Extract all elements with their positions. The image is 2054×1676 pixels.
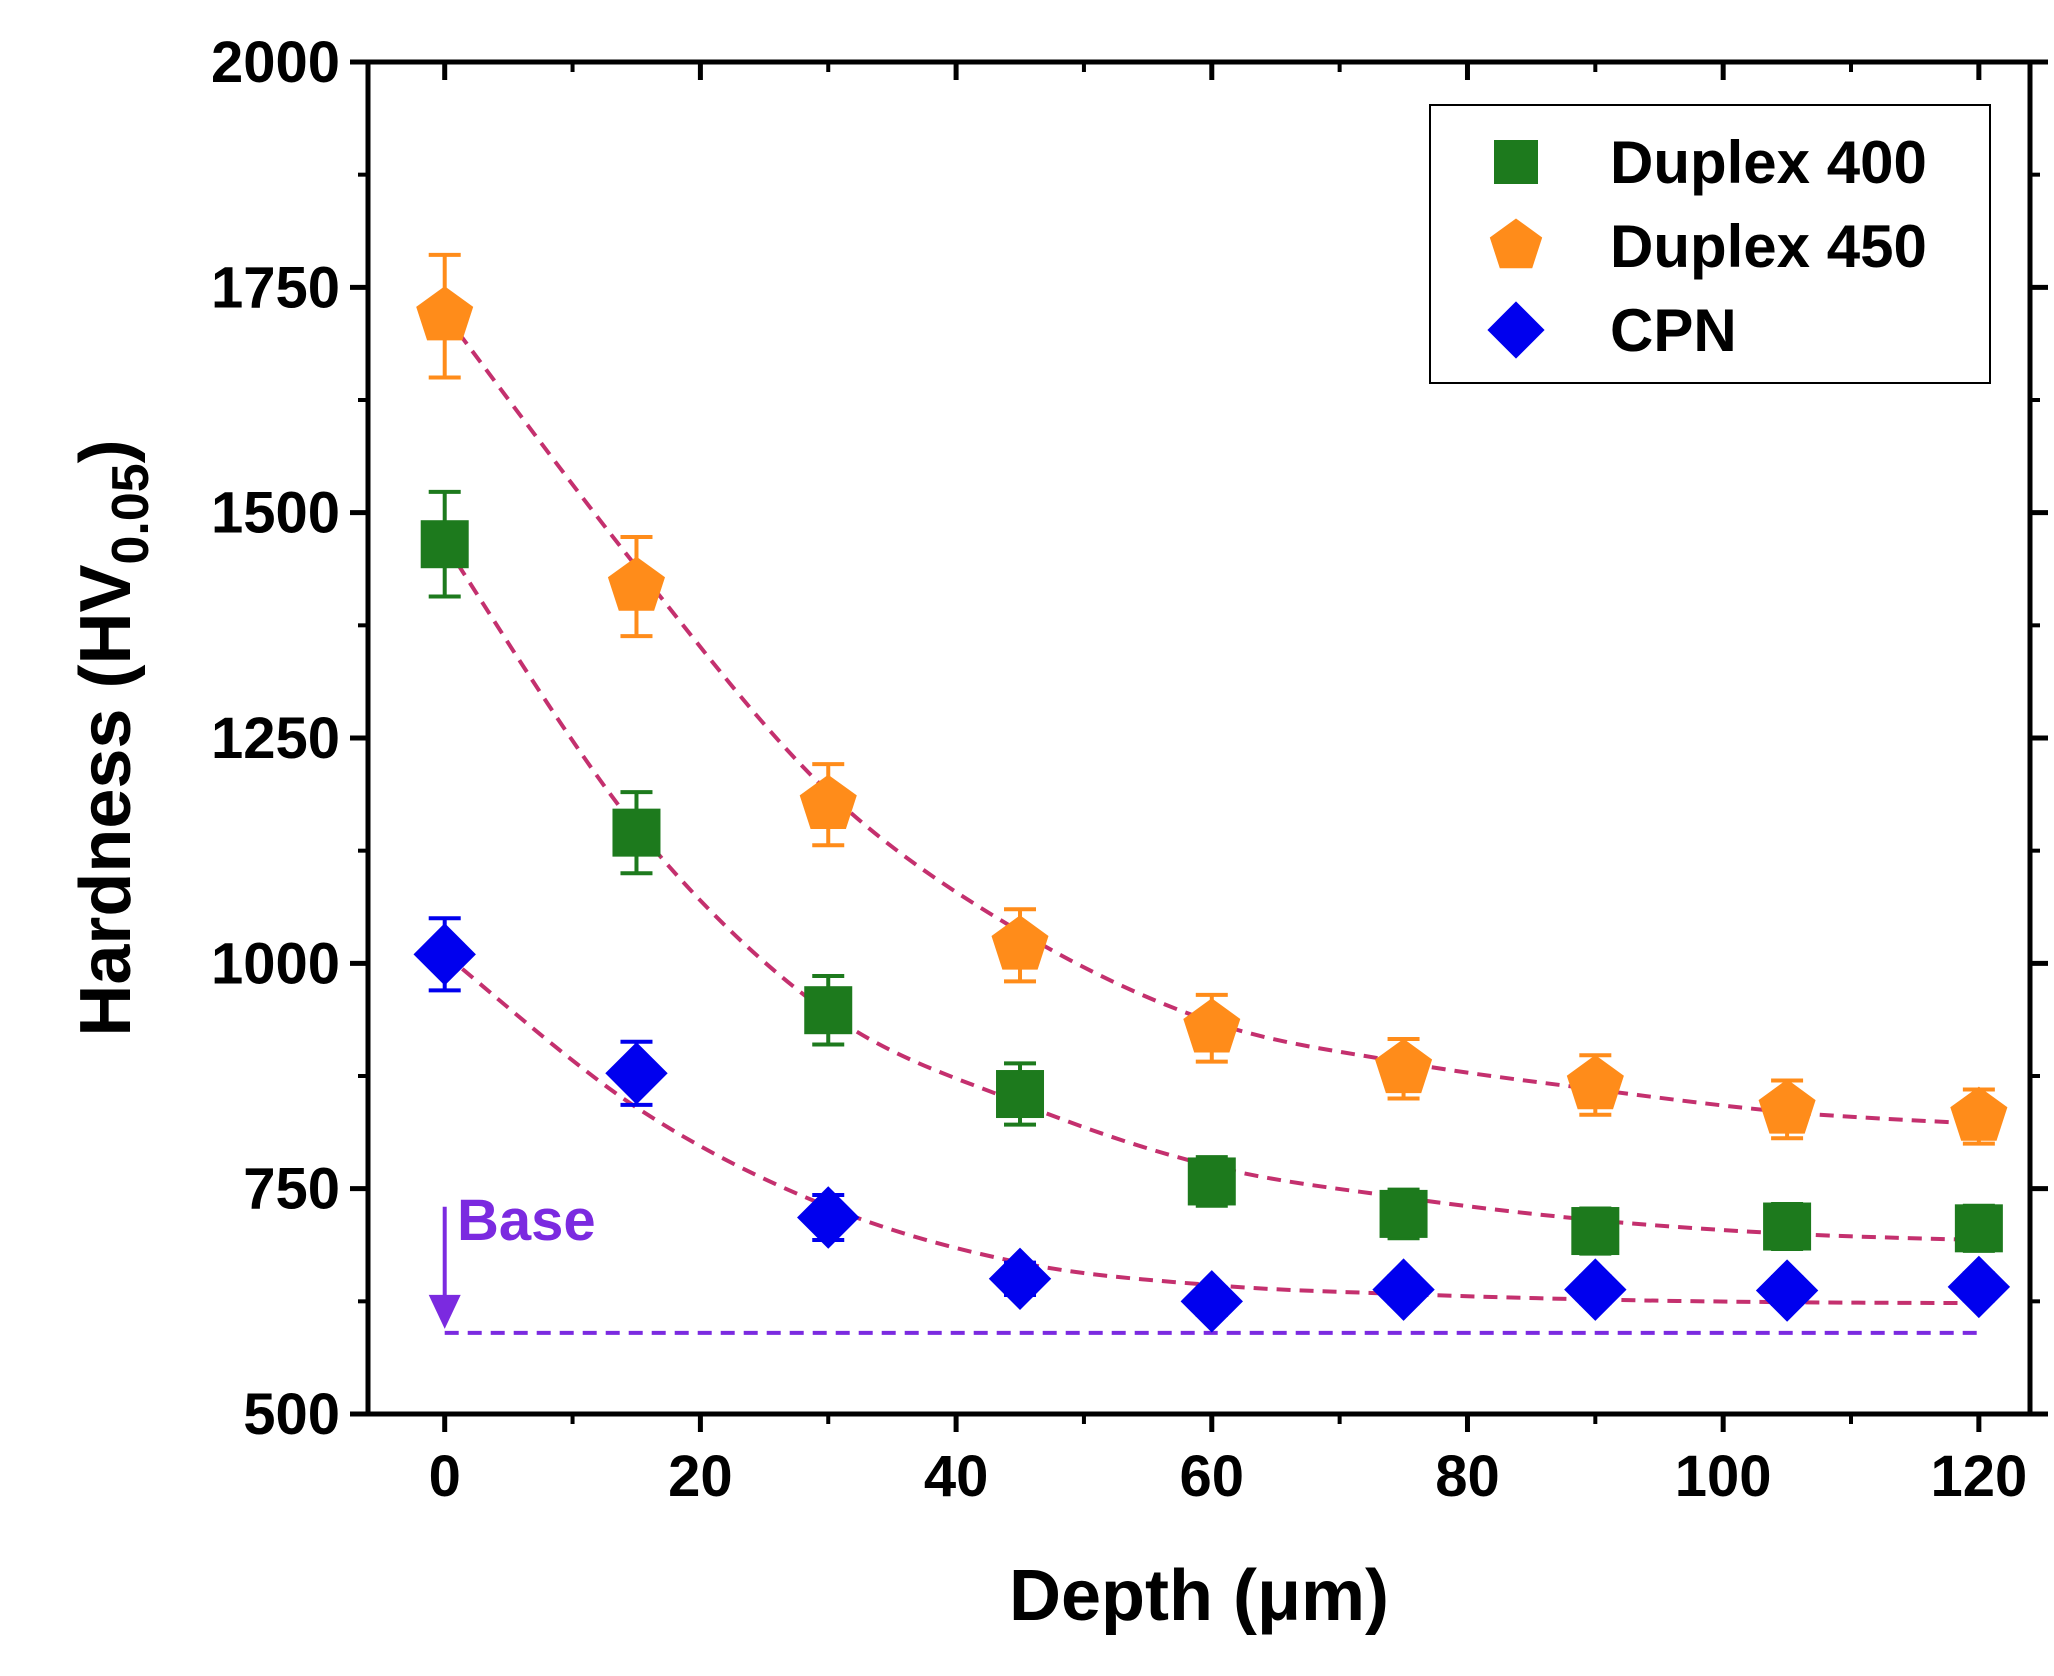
point-1-8	[1950, 1086, 2008, 1141]
legend-label-0: Duplex 400	[1610, 129, 1927, 196]
point-0-0	[420, 520, 469, 569]
legend-marker-0	[1494, 140, 1538, 184]
data-points	[413, 252, 2011, 1333]
base-annotation-label: Base	[457, 1188, 596, 1253]
y-tick-label-6: 2000	[211, 30, 340, 95]
series-1	[416, 252, 2008, 1146]
y-axis-title: Hardness (HV0.05)	[66, 439, 160, 1036]
point-1-4	[1183, 998, 1241, 1053]
y-tick-label-3: 1250	[211, 706, 340, 771]
x-tick-label-1: 20	[668, 1444, 733, 1509]
legend-marker-2	[1487, 301, 1545, 359]
point-1-5	[1375, 1038, 1433, 1094]
y-tick-label-2: 1000	[211, 931, 340, 996]
x-tick-label-6: 120	[1930, 1444, 2027, 1509]
point-2-5	[1372, 1258, 1435, 1321]
x-tick-labels: 0 20 40 60 80 100 120	[429, 1444, 2028, 1509]
point-0-5	[1379, 1189, 1428, 1238]
y-tick-label-0: 500	[243, 1382, 340, 1447]
point-2-8	[1947, 1255, 2011, 1319]
y-tick-labels: 500 750 1000 1250 1500 1750 2000	[211, 30, 340, 1447]
axis-ticks	[350, 59, 2048, 1432]
point-0-1	[612, 808, 661, 857]
point-0-8	[1954, 1204, 2003, 1253]
base-reference	[428, 1206, 1979, 1335]
fit-curve-0	[443, 543, 1979, 1242]
y-tick-label-4: 1500	[211, 481, 340, 546]
x-tick-label-4: 80	[1435, 1444, 1500, 1509]
x-tick-label-2: 40	[924, 1444, 989, 1509]
y-tick-label-1: 750	[243, 1157, 340, 1222]
base-arrow-head	[428, 1294, 461, 1329]
point-1-7	[1758, 1079, 1816, 1134]
point-0-6	[1571, 1207, 1620, 1256]
y-axis-title-end: )	[66, 439, 146, 463]
series-2	[413, 916, 2011, 1333]
legend-label-2: CPN	[1610, 297, 1737, 364]
point-1-1	[607, 556, 665, 611]
point-2-1	[605, 1042, 668, 1105]
point-0-4	[1187, 1157, 1236, 1206]
y-axis-title-main: Hardness (HV	[66, 565, 146, 1037]
point-0-7	[1763, 1202, 1812, 1251]
legend-marker-1	[1489, 218, 1543, 269]
point-1-6	[1566, 1055, 1624, 1110]
fit-curves	[443, 313, 1980, 1306]
point-1-0	[416, 286, 474, 341]
point-2-2	[797, 1186, 860, 1249]
x-tick-label-5: 100	[1675, 1444, 1772, 1509]
point-1-2	[799, 774, 857, 829]
x-tick-label-3: 60	[1180, 1444, 1245, 1509]
y-axis-title-subscript: 0.05	[102, 463, 160, 564]
x-tick-label-0: 0	[429, 1444, 461, 1509]
point-1-3	[991, 915, 1049, 970]
point-2-3	[988, 1247, 1052, 1310]
y-tick-label-5: 1750	[211, 255, 340, 320]
point-0-3	[996, 1070, 1045, 1119]
point-2-7	[1755, 1259, 1819, 1322]
x-axis-title: Depth (μm)	[1009, 1556, 1389, 1636]
legend: Duplex 400 Duplex 450 CPN	[1429, 104, 1991, 384]
point-0-2	[804, 986, 853, 1035]
fit-curve-1	[443, 313, 1980, 1126]
point-2-4	[1180, 1270, 1243, 1333]
point-2-0	[413, 923, 476, 986]
series-0	[420, 489, 2003, 1256]
legend-label-1: Duplex 450	[1610, 213, 1927, 280]
point-2-6	[1564, 1258, 1627, 1321]
